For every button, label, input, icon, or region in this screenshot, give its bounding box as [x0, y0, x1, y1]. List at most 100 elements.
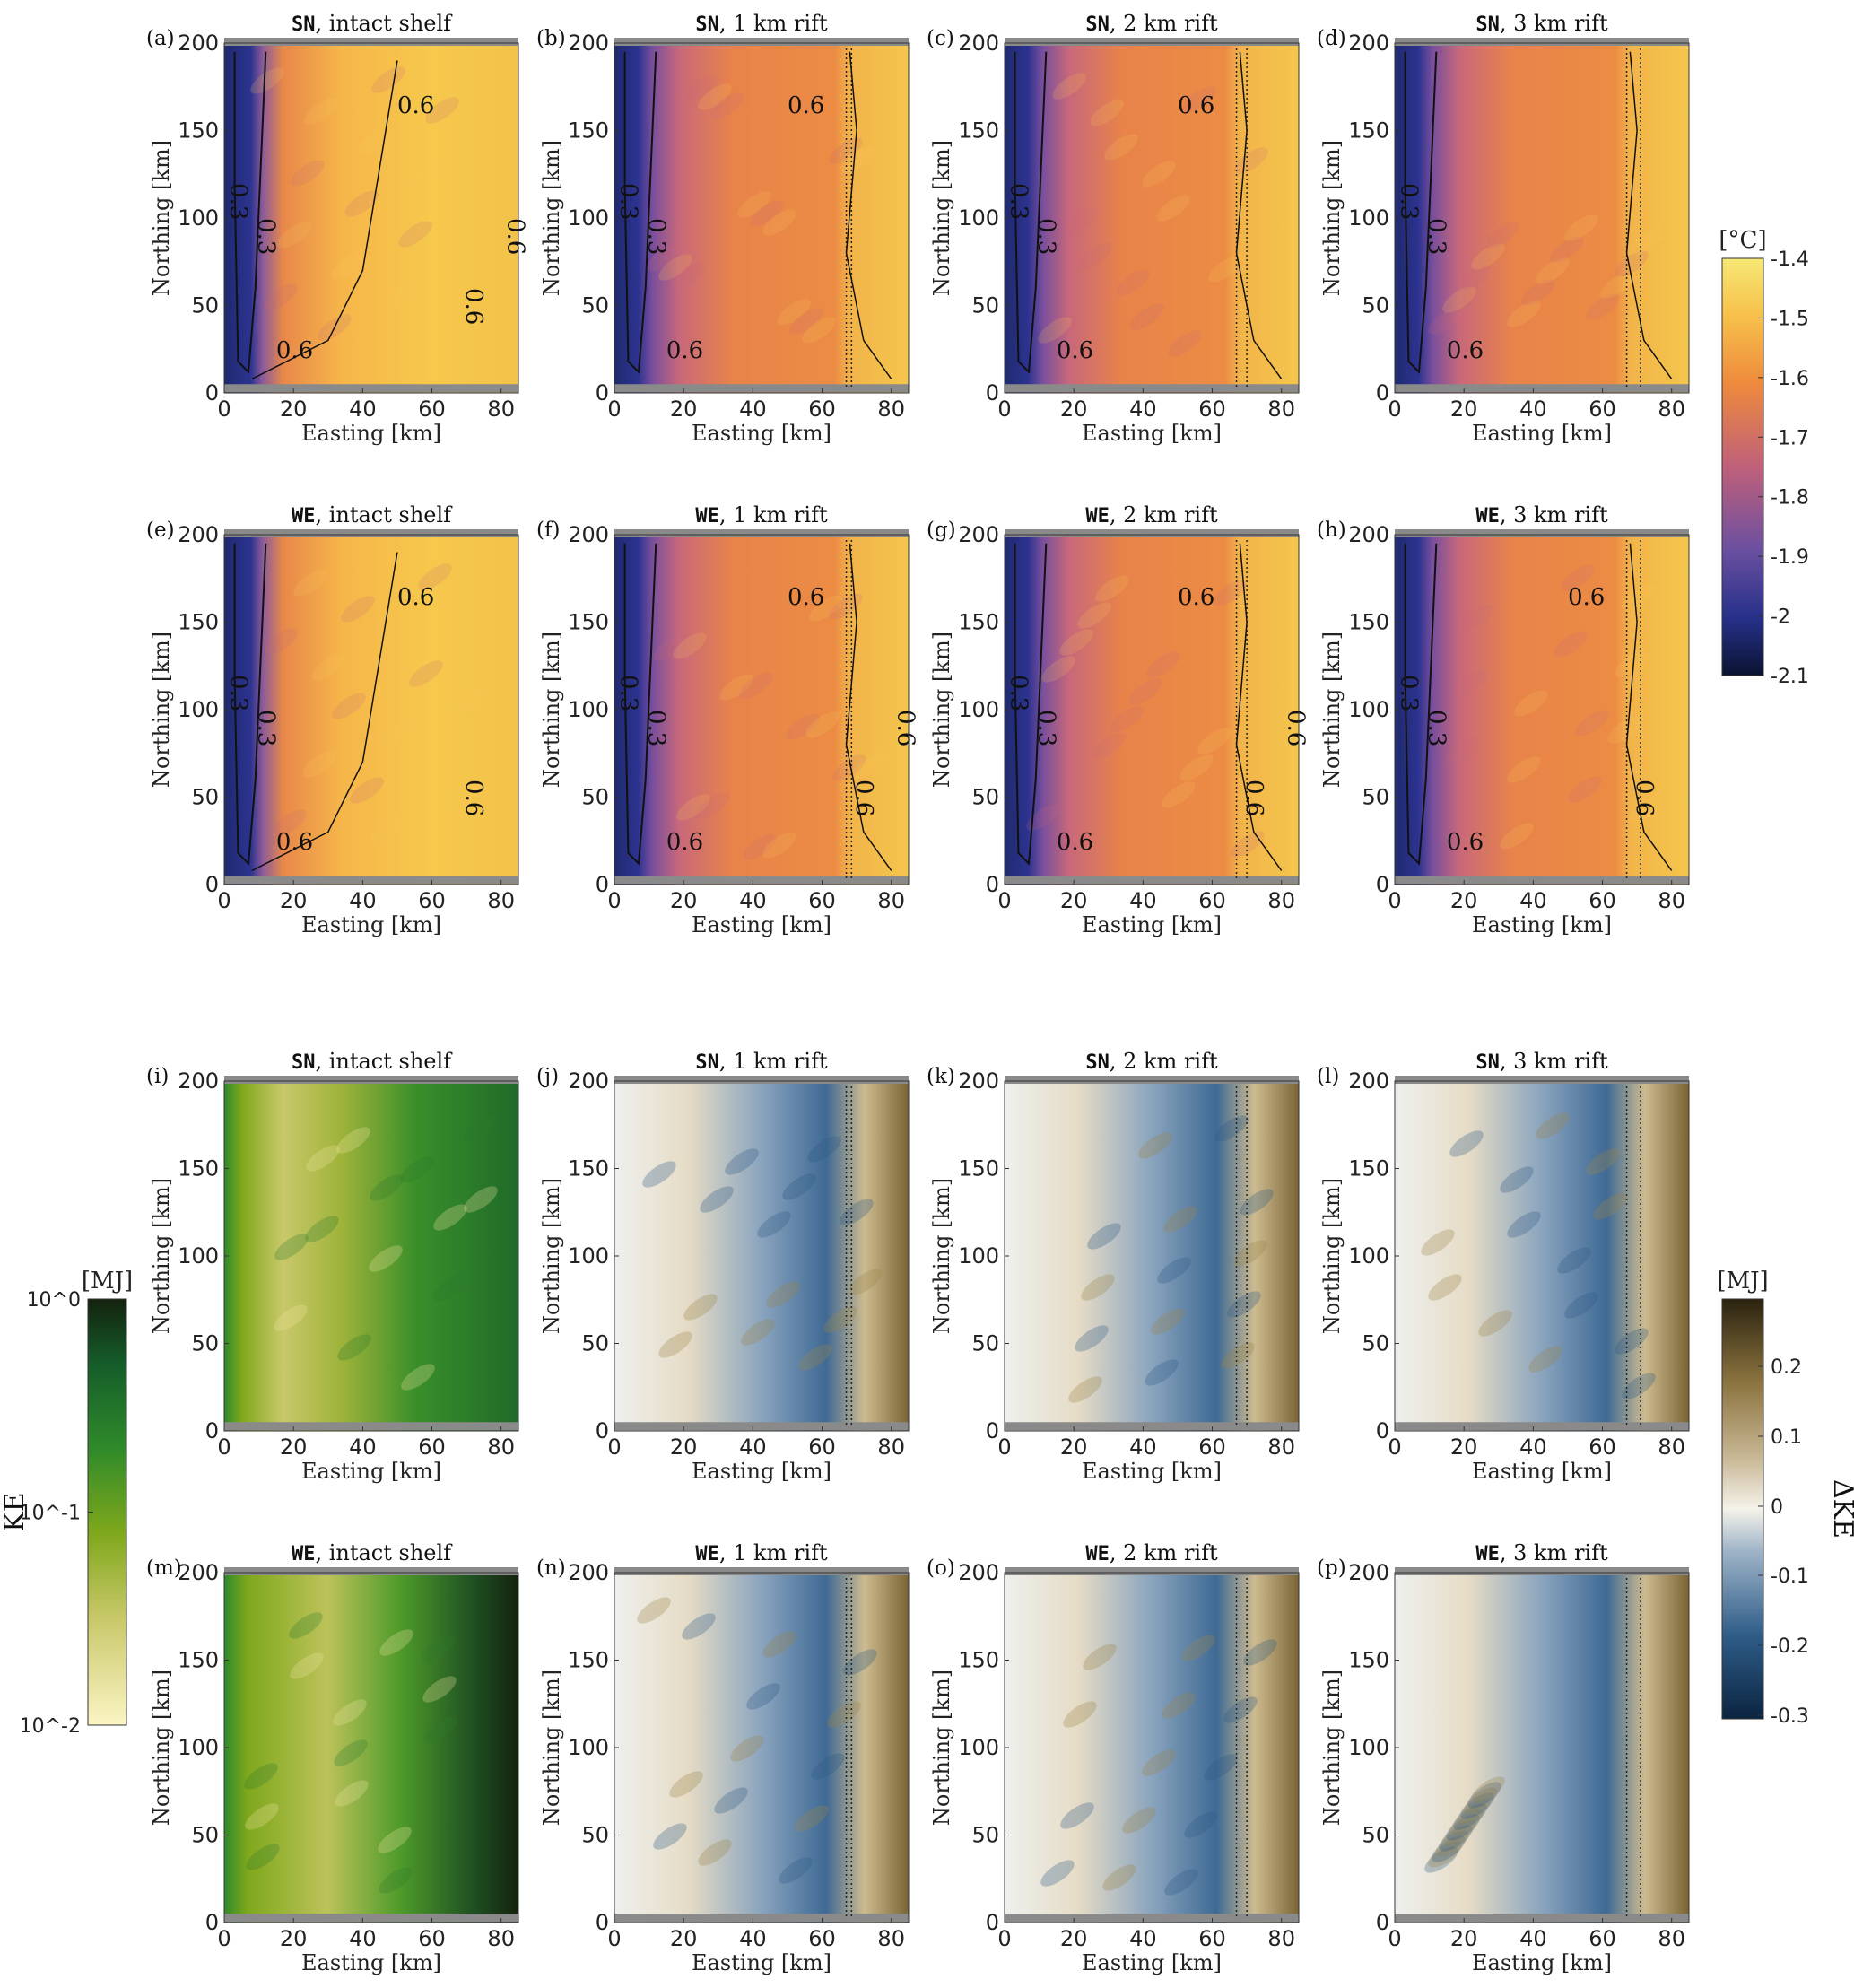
field-feature: [683, 1294, 718, 1321]
field-feature: [1231, 831, 1265, 858]
dke-colorbar-label: ΔKE: [1827, 1479, 1854, 1539]
panel-title: WE, 1 km rift: [695, 1540, 828, 1565]
field-feature: [1083, 1644, 1117, 1670]
title-experiment: SN: [292, 1051, 316, 1074]
x-tick-label: 20: [1060, 1434, 1088, 1460]
ke-colorbar-unit: [MJ]: [82, 1268, 133, 1295]
y-tick-label: 50: [191, 785, 219, 810]
field-feature: [719, 674, 753, 701]
contour-line: [1404, 543, 1438, 866]
y-tick-label: 0: [596, 380, 609, 405]
title-experiment: WE: [695, 1543, 719, 1565]
x-tick-label: 20: [280, 1926, 308, 1951]
contour-label: 0.3: [225, 183, 252, 220]
y-tick-label: 200: [178, 1560, 219, 1585]
field-feature: [1485, 222, 1519, 248]
ice-front-bar-bottom: [224, 1422, 518, 1431]
temperature-colorbar-unit: [°C]: [1719, 227, 1766, 254]
field-feature: [344, 190, 379, 217]
x-tick-label: 40: [1129, 397, 1157, 422]
y-tick-label: 100: [1348, 1735, 1389, 1760]
x-tick-label: 0: [217, 397, 231, 422]
y-tick-label: 200: [1348, 31, 1389, 56]
y-tick-label: 0: [986, 1418, 999, 1443]
field-feature: [1038, 317, 1072, 344]
x-tick-label: 40: [349, 1926, 377, 1951]
y-axis-label: Northing [km]: [929, 632, 954, 788]
panel-title: SN, 2 km rift: [1085, 11, 1218, 36]
y-tick-label: 0: [986, 380, 999, 405]
field-feature: [274, 1234, 309, 1260]
field-feature: [1550, 236, 1584, 263]
y-tick-label: 50: [971, 1331, 999, 1356]
x-tick-label: 60: [1589, 1434, 1616, 1460]
heatmap-field: [614, 535, 909, 885]
title-experiment: SN: [695, 1051, 719, 1074]
y-tick-label: 200: [178, 31, 219, 56]
field-feature: [805, 711, 840, 738]
panel-title: SN, 2 km rift: [1085, 1049, 1218, 1074]
y-tick-label: 100: [178, 697, 219, 722]
y-tick-label: 50: [191, 293, 219, 318]
title-case: , 3 km rift: [1500, 11, 1608, 36]
x-tick-label: 80: [877, 1434, 905, 1460]
contour-line: [1625, 543, 1673, 871]
field-feature: [332, 693, 366, 719]
field-feature: [1478, 1310, 1512, 1337]
contour-line: [1014, 51, 1048, 374]
field-feature: [350, 777, 384, 804]
y-tick-label: 0: [596, 1418, 609, 1443]
field-feature: [766, 1281, 800, 1308]
contour-line: [1625, 51, 1673, 379]
contour-label: 0.6: [1447, 337, 1484, 364]
y-tick-label: 150: [958, 118, 999, 144]
y-tick-label: 200: [568, 522, 609, 547]
ke-colorbar: [MJ]10^0 10^-1 10^-2 KE: [0, 1268, 133, 1738]
field-feature: [1102, 1864, 1136, 1891]
x-tick-label: 80: [487, 1926, 515, 1951]
field-feature: [698, 83, 732, 110]
field-feature: [682, 1613, 716, 1640]
panel-title: WE, 1 km rift: [695, 502, 828, 528]
panel-title: SN, 3 km rift: [1475, 1049, 1608, 1074]
y-tick-label: 150: [958, 1156, 999, 1181]
field-feature: [398, 221, 432, 248]
title-case: , 2 km rift: [1110, 1540, 1218, 1565]
ice-front-bar-top: [1005, 1567, 1299, 1575]
title-experiment: WE: [695, 505, 719, 528]
field-feature: [1449, 1809, 1484, 1835]
panel-m: 0 20 40 60 80 0 50 100 150 200 Easting [km] Northin…: [146, 1540, 519, 1975]
y-tick-label: 100: [178, 1735, 219, 1760]
y-tick-label: 100: [178, 205, 219, 231]
title-experiment: WE: [1475, 505, 1500, 528]
dke-colorbar-tick-label: -0.1: [1771, 1565, 1809, 1588]
field-feature: [422, 1635, 456, 1662]
contour-label: 0.6: [1447, 829, 1484, 856]
field-feature: [1182, 86, 1216, 113]
x-tick-label: 80: [487, 1434, 515, 1460]
field-feature: [1457, 1798, 1491, 1825]
field-feature: [1453, 1803, 1487, 1830]
field-feature: [302, 751, 336, 778]
field-feature: [1428, 1274, 1462, 1301]
title-case: , 1 km rift: [719, 1540, 828, 1565]
field-feature: [1507, 1211, 1541, 1238]
y-tick-label: 150: [568, 1156, 609, 1181]
dke-colorbar: [MJ] 0.2 0.1 0 -0.1 -0.2 -0.3 ΔKE: [1717, 1268, 1854, 1728]
x-tick-label: 0: [217, 1434, 231, 1460]
x-tick-label: 80: [877, 888, 905, 913]
contour-label: 0.6: [1178, 92, 1214, 119]
y-tick-label: 150: [958, 1648, 999, 1673]
heatmap-field: [1005, 1573, 1299, 1923]
contour-label: 0.6: [892, 710, 918, 746]
field-feature: [1068, 1376, 1102, 1403]
field-feature: [1514, 690, 1548, 717]
x-tick-label: 0: [217, 1926, 231, 1951]
y-axis-label: Northing [km]: [539, 632, 564, 788]
panel-letter: (g): [927, 519, 956, 542]
contour-label: 0.6: [460, 288, 487, 325]
field-feature: [1092, 732, 1127, 759]
field-feature: [1162, 781, 1196, 808]
field-feature: [762, 832, 796, 859]
field-feature: [1554, 631, 1588, 658]
